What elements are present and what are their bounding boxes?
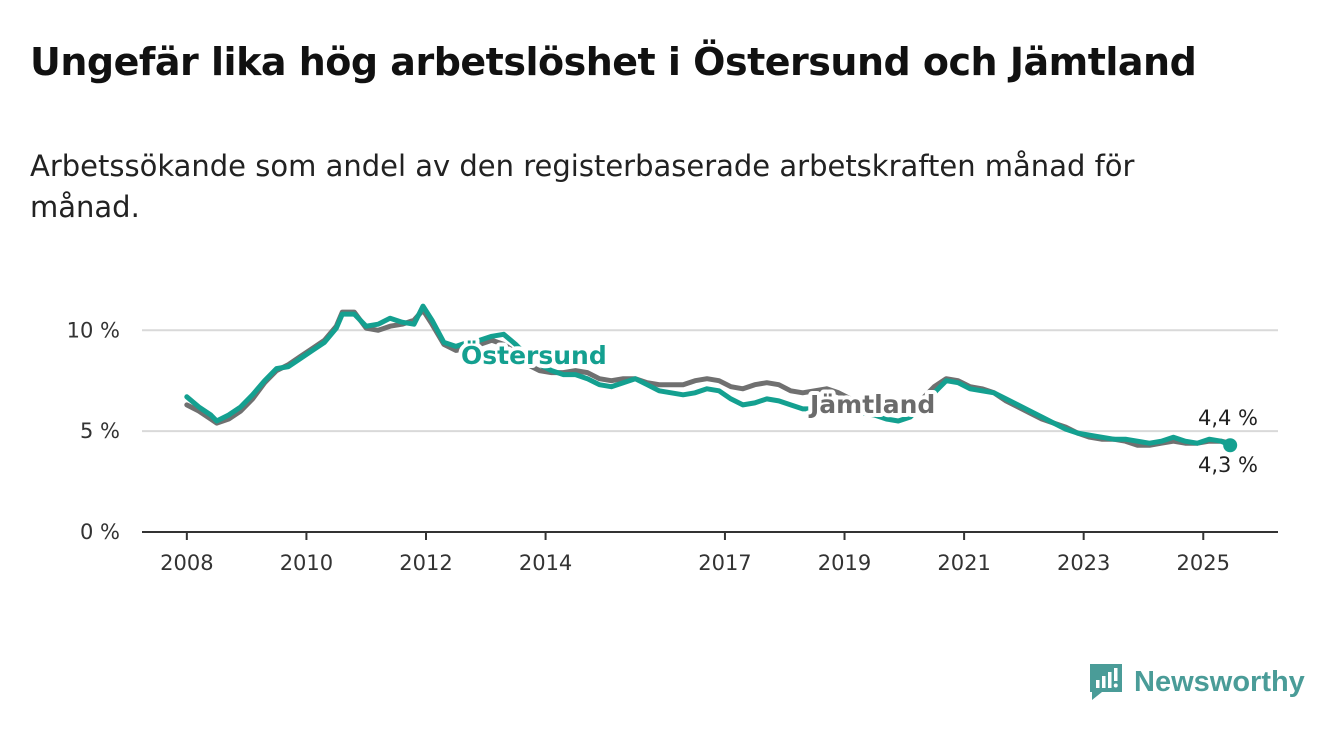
x-tick-label: 2019 <box>818 551 871 575</box>
x-tick-label: 2025 <box>1177 551 1230 575</box>
series-end-marker <box>1223 438 1238 453</box>
x-tick-label: 2012 <box>399 551 452 575</box>
series-line-ostersund <box>184 303 1233 448</box>
chart-subtitle: Arbetssökande som andel av den registerb… <box>30 149 1135 224</box>
series-label-halo: Östersund <box>461 340 607 370</box>
series-label-halo: Jämtland <box>808 390 935 419</box>
x-tick-label: 2017 <box>698 551 751 575</box>
series-lines <box>184 303 1238 453</box>
series-label: Östersund <box>461 340 607 370</box>
x-tick-label: 2008 <box>160 551 213 575</box>
chart-title: Ungefär lika hög arbetslöshet i Östersun… <box>30 40 1197 84</box>
brand-name: Newsworthy <box>1134 665 1305 698</box>
axes: 0 % 5 % 10 % 2008 2010 2012 2014 2017 2019 2021 20… <box>67 318 1278 575</box>
y-tick-label: 10 % <box>67 318 120 342</box>
end-value-label-ostersund: 4,3 % <box>1198 453 1258 477</box>
y-tick-label: 5 % <box>80 419 120 443</box>
newsworthy-logo-icon <box>1090 664 1122 700</box>
y-tick-label: 0 % <box>80 520 120 544</box>
brand: Newsworthy <box>1088 660 1305 704</box>
x-tick-label: 2023 <box>1057 551 1110 575</box>
end-value-label-jamtland: 4,4 % <box>1198 406 1258 430</box>
x-tick-label: 2021 <box>937 551 990 575</box>
series-label: Jämtland <box>808 390 935 419</box>
x-tick-label: 2010 <box>280 551 333 575</box>
x-tick-label: 2014 <box>519 551 572 575</box>
